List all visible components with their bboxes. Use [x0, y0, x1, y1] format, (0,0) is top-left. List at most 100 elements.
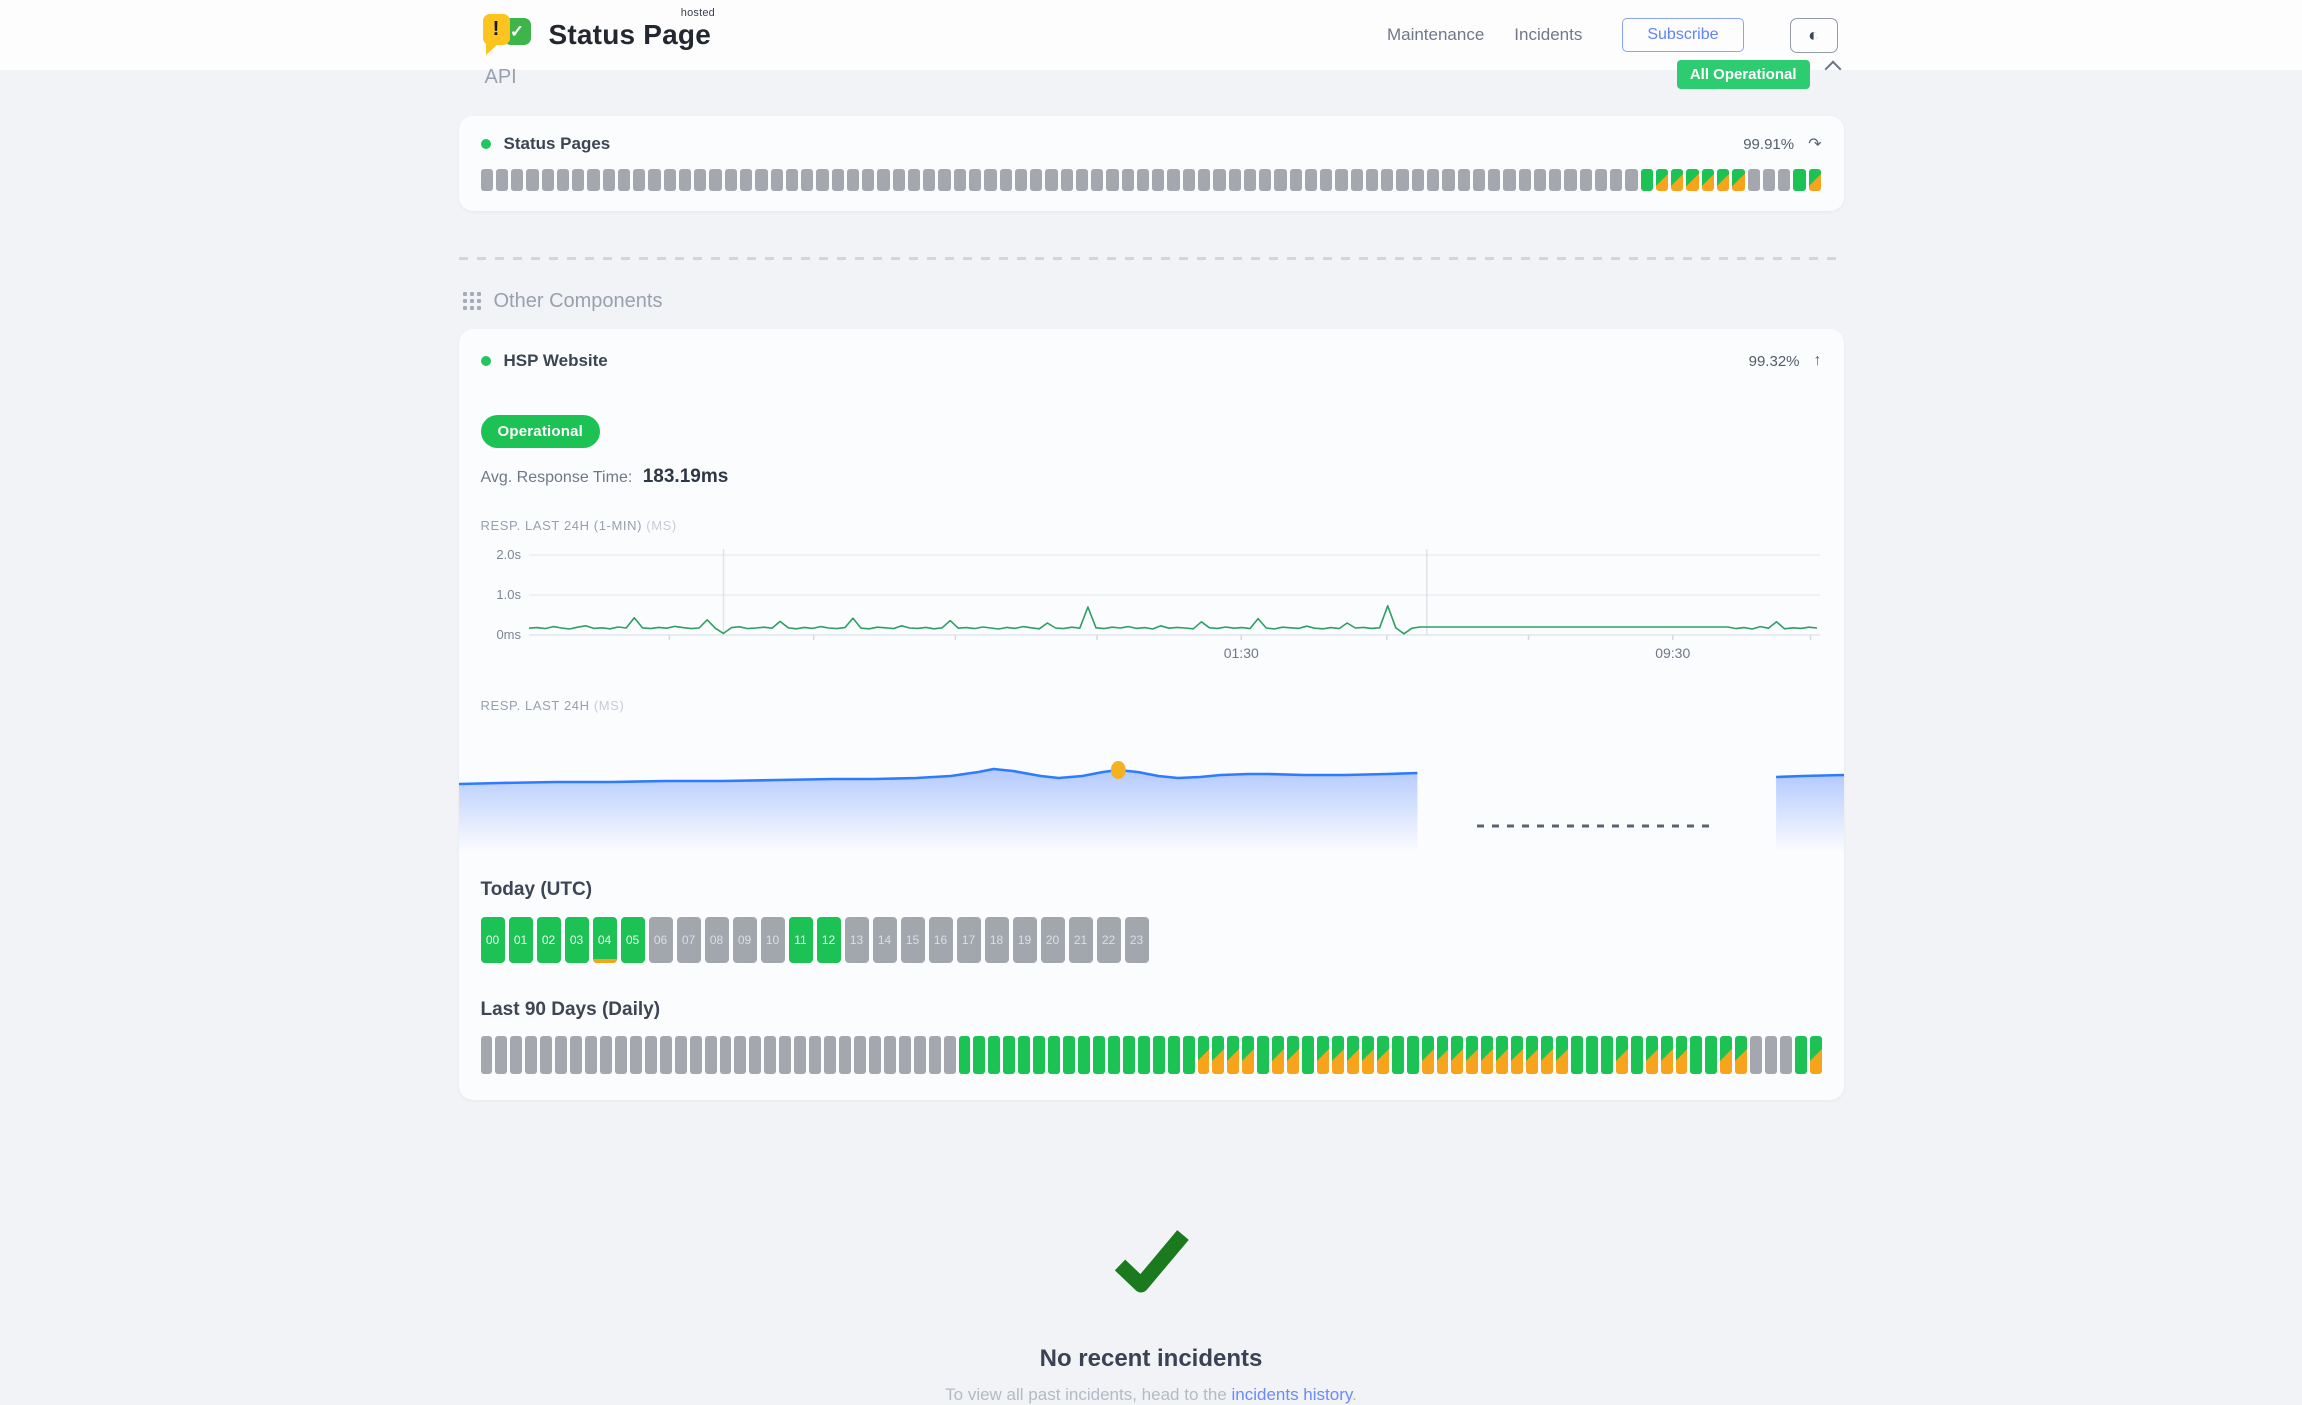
uptime-bar[interactable]	[1625, 169, 1638, 191]
uptime-bar[interactable]	[907, 169, 921, 191]
uptime-bar[interactable]	[1391, 1036, 1404, 1074]
uptime-bar[interactable]	[1137, 1036, 1150, 1074]
uptime-bar[interactable]	[1675, 1036, 1688, 1074]
uptime-bar[interactable]	[1610, 169, 1623, 191]
uptime-bar[interactable]	[1747, 169, 1760, 191]
uptime-bar[interactable]	[1182, 169, 1195, 191]
uptime-bar[interactable]	[1556, 1036, 1568, 1074]
uptime-bar[interactable]	[1720, 1036, 1733, 1074]
uptime-bar[interactable]	[1197, 169, 1211, 191]
uptime-bar[interactable]	[1227, 1036, 1240, 1074]
uptime-bar[interactable]	[663, 169, 676, 191]
uptime-bar[interactable]	[923, 169, 936, 191]
response-time-area-chart[interactable]	[458, 727, 1844, 857]
uptime-bar[interactable]	[1228, 169, 1241, 191]
uptime-bar[interactable]	[1809, 1036, 1822, 1074]
uptime-bar[interactable]	[1472, 169, 1486, 191]
uptime-bar[interactable]	[862, 169, 875, 191]
hour-block[interactable]: 14	[872, 917, 897, 963]
hour-block[interactable]: 19	[1012, 917, 1037, 963]
uptime-bar[interactable]	[1630, 1036, 1643, 1074]
uptime-bar[interactable]	[644, 1036, 657, 1074]
uptime-bar[interactable]	[510, 1036, 523, 1074]
uptime-bar[interactable]	[1365, 169, 1379, 191]
uptime-bar[interactable]	[1243, 169, 1257, 191]
uptime-bar[interactable]	[1541, 1036, 1553, 1074]
uptime-bar[interactable]	[495, 169, 509, 191]
uptime-bar[interactable]	[617, 169, 631, 191]
uptime-bar[interactable]	[602, 169, 615, 191]
uptime-bar[interactable]	[801, 169, 814, 191]
uptime-bar[interactable]	[1167, 1036, 1180, 1074]
uptime-bar[interactable]	[1533, 169, 1547, 191]
uptime-bar[interactable]	[1600, 1036, 1613, 1074]
uptime-bar[interactable]	[1396, 169, 1409, 191]
uptime-bar[interactable]	[1717, 169, 1730, 191]
uptime-bar[interactable]	[1594, 169, 1608, 191]
uptime-bar[interactable]	[1579, 169, 1592, 191]
uptime-bar[interactable]	[913, 1036, 926, 1074]
hour-block[interactable]: 22	[1096, 917, 1121, 963]
uptime-bar[interactable]	[1701, 169, 1715, 191]
uptime-bar[interactable]	[1152, 1036, 1165, 1074]
uptime-bar[interactable]	[570, 1036, 583, 1074]
uptime-bar[interactable]	[1645, 1036, 1658, 1074]
uptime-bar[interactable]	[1106, 169, 1119, 191]
uptime-bar[interactable]	[587, 169, 600, 191]
uptime-bar[interactable]	[1003, 1036, 1016, 1074]
uptime-bar[interactable]	[1014, 169, 1028, 191]
uptime-bar[interactable]	[1421, 1036, 1434, 1074]
uptime-bar[interactable]	[853, 1036, 866, 1074]
uptime-bar[interactable]	[1078, 1036, 1090, 1074]
uptime-bar[interactable]	[1793, 169, 1806, 191]
uptime-bar[interactable]	[600, 1036, 612, 1074]
uptime-bar[interactable]	[1304, 169, 1318, 191]
uptime-bar[interactable]	[809, 1036, 822, 1074]
uptime-bar[interactable]	[938, 169, 951, 191]
uptime-bar[interactable]	[1122, 1036, 1135, 1074]
uptime-bar[interactable]	[1655, 169, 1669, 191]
uptime-bar[interactable]	[1457, 169, 1470, 191]
hour-block[interactable]: 08	[704, 917, 729, 963]
uptime-bar[interactable]	[1257, 1036, 1270, 1074]
uptime-bar[interactable]	[1212, 1036, 1225, 1074]
uptime-bar[interactable]	[525, 1036, 538, 1074]
uptime-bar[interactable]	[1808, 169, 1821, 191]
uptime-bar[interactable]	[892, 169, 905, 191]
uptime-bar[interactable]	[1615, 1036, 1628, 1074]
uptime-bar[interactable]	[1496, 1036, 1509, 1074]
uptime-bar[interactable]	[984, 169, 997, 191]
hour-block[interactable]: 12	[816, 917, 841, 963]
hour-block[interactable]: 20	[1040, 917, 1065, 963]
uptime-bar[interactable]	[480, 169, 493, 191]
uptime-bar[interactable]	[953, 169, 966, 191]
uptime-bar[interactable]	[1048, 1036, 1061, 1074]
hour-block[interactable]: 00	[480, 917, 505, 963]
uptime-bar[interactable]	[1033, 1036, 1046, 1074]
uptime-bar[interactable]	[1152, 169, 1165, 191]
uptime-bar[interactable]	[1136, 169, 1150, 191]
uptime-bar[interactable]	[1107, 1036, 1120, 1074]
uptime-bar[interactable]	[1075, 169, 1089, 191]
nav-maintenance[interactable]: Maintenance	[1386, 25, 1485, 44]
uptime-bar[interactable]	[877, 169, 890, 191]
uptime-bar[interactable]	[1442, 169, 1455, 191]
uptime-bar[interactable]	[928, 1036, 941, 1074]
uptime-bar[interactable]	[495, 1036, 508, 1074]
uptime-bar[interactable]	[734, 1036, 747, 1074]
uptime-bar[interactable]	[1640, 169, 1653, 191]
uptime-bar[interactable]	[1481, 1036, 1494, 1074]
uptime-bar[interactable]	[511, 169, 524, 191]
uptime-bar[interactable]	[556, 169, 570, 191]
uptime-bar[interactable]	[779, 1036, 792, 1074]
uptime-bar[interactable]	[999, 169, 1012, 191]
theme-toggle-button[interactable]: ◐	[1789, 17, 1838, 53]
uptime-bar[interactable]	[629, 1036, 642, 1074]
uptime-bar[interactable]	[883, 1036, 896, 1074]
hour-block[interactable]: 01	[508, 917, 533, 963]
uptime-bar[interactable]	[1511, 1036, 1524, 1074]
uptime-bar[interactable]	[585, 1036, 597, 1074]
uptime-bar[interactable]	[1466, 1036, 1479, 1074]
uptime-bar[interactable]	[1765, 1036, 1778, 1074]
uptime-bar[interactable]	[839, 1036, 851, 1074]
